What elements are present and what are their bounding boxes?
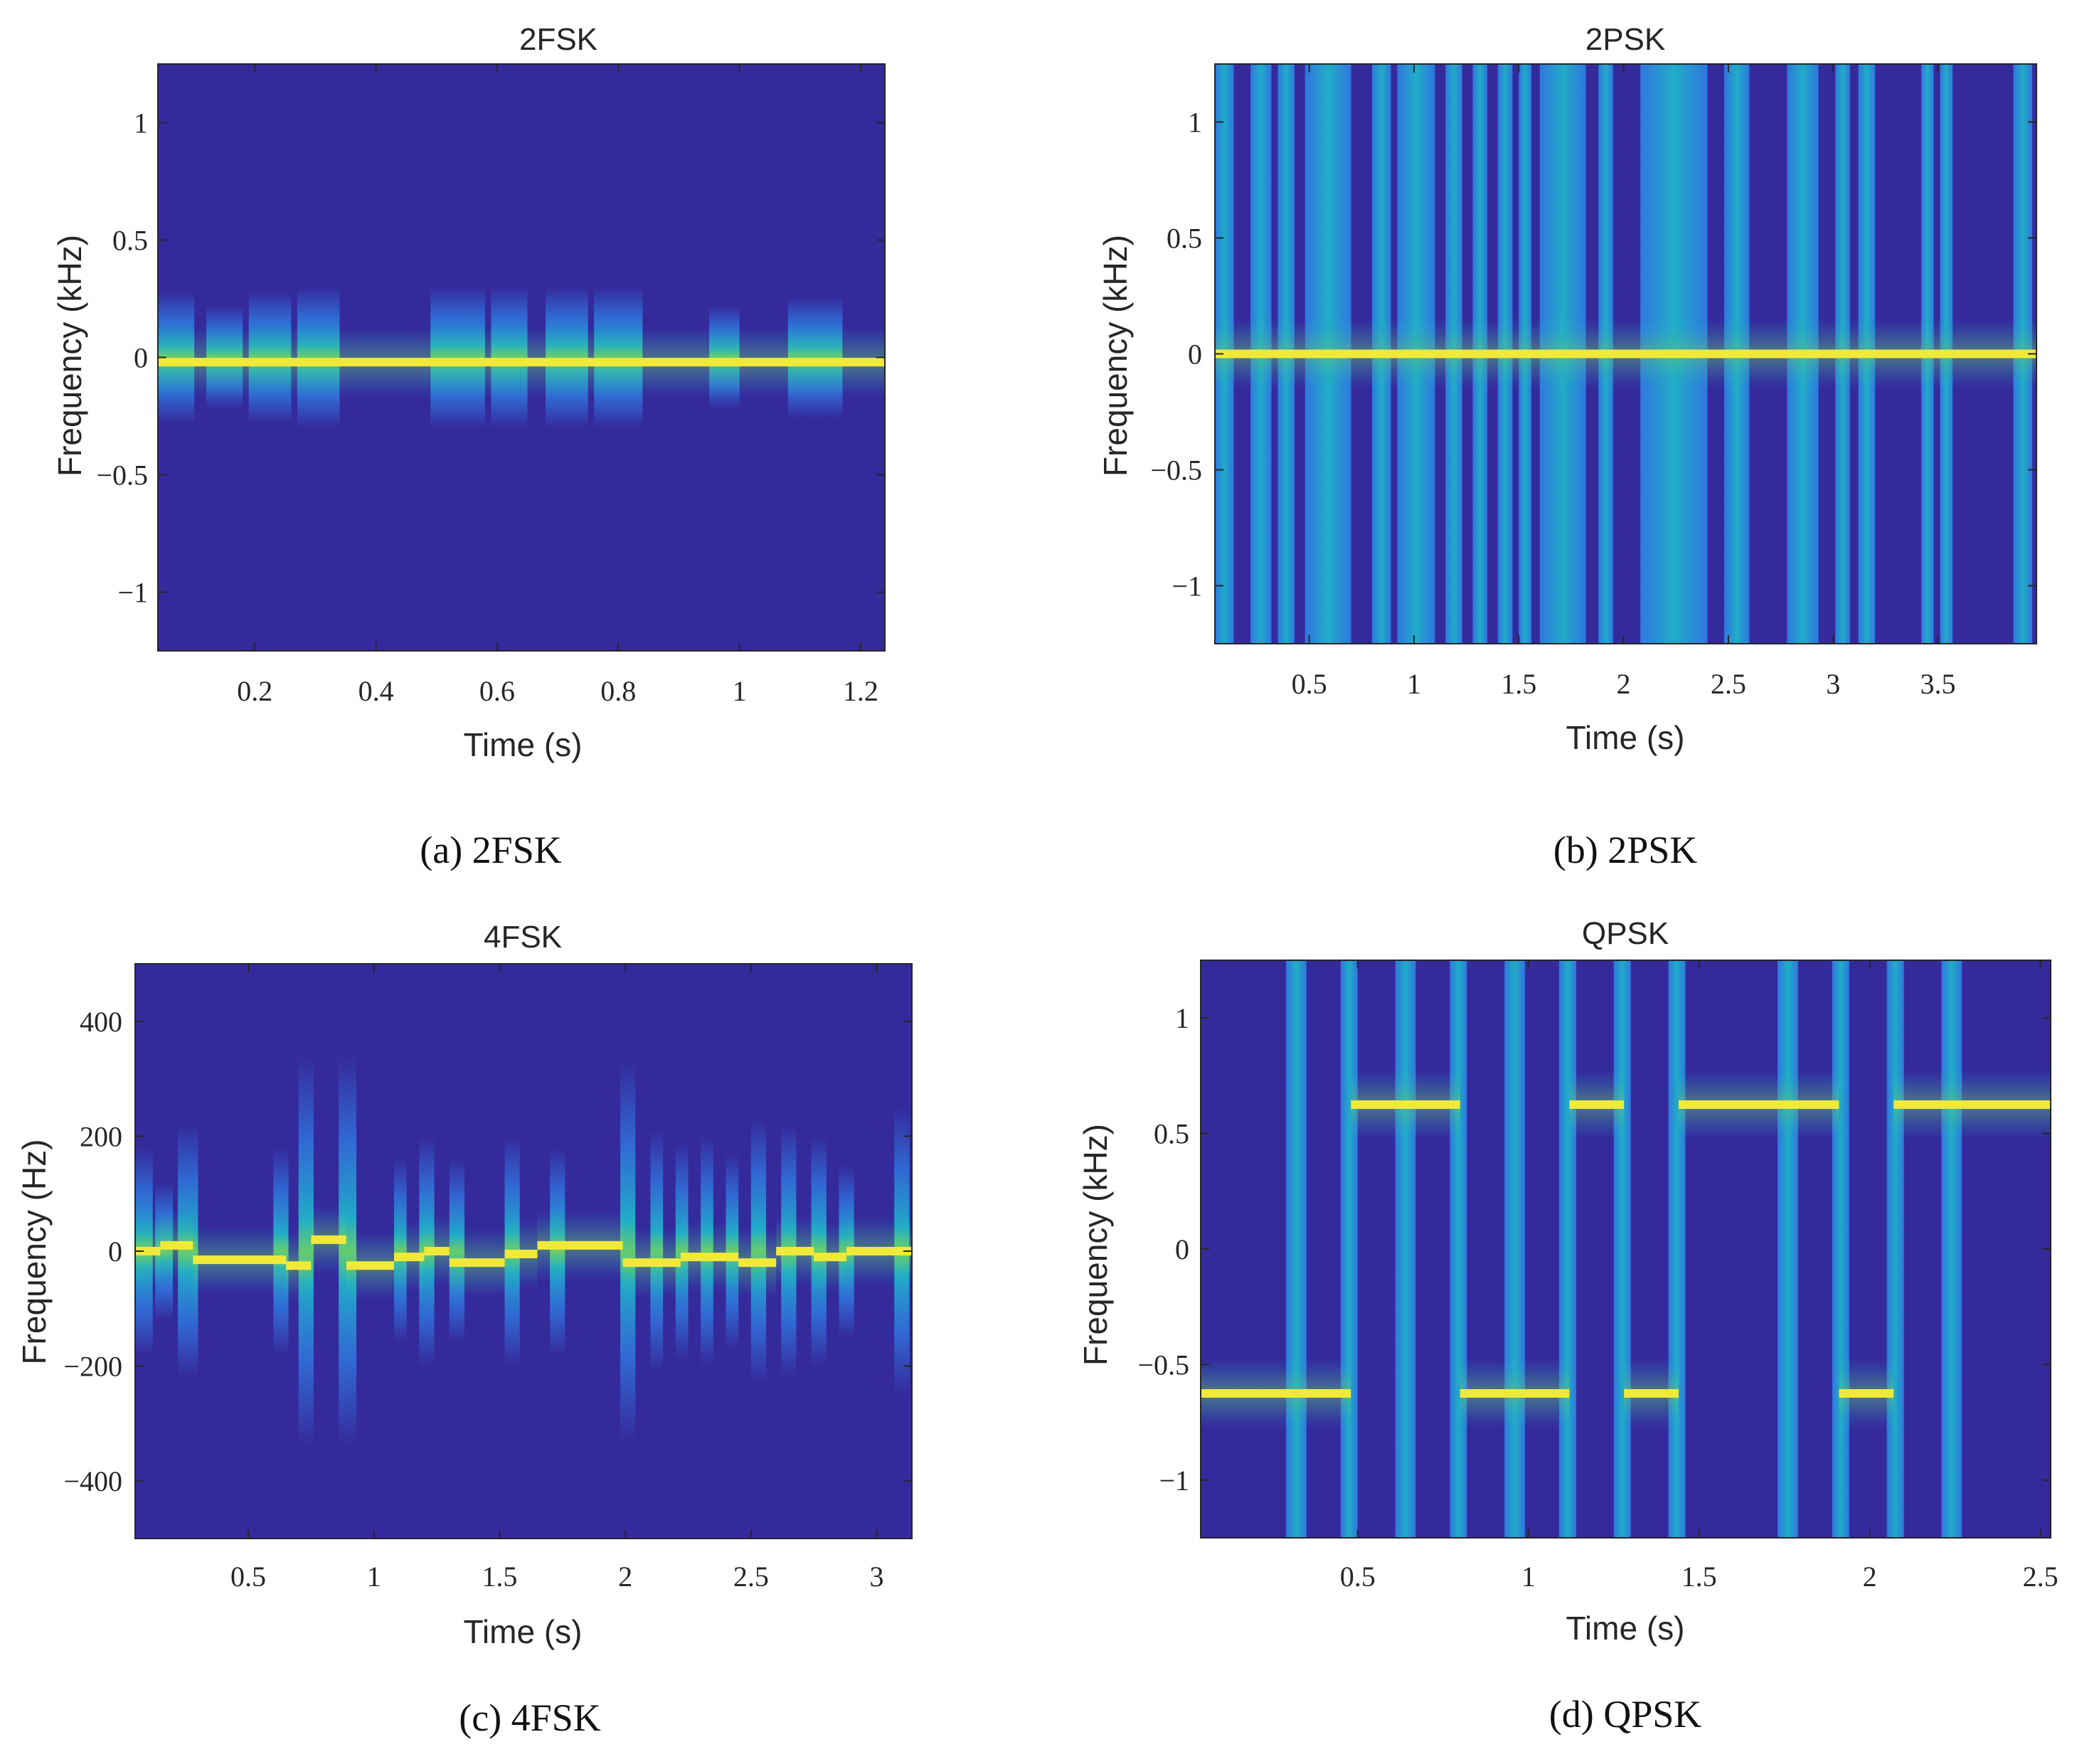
chart-title: 2FSK — [519, 22, 597, 57]
x-tick-label: 1.2 — [843, 675, 878, 707]
y-tick-label: 0.5 — [112, 225, 148, 257]
y-tick-label: −0.5 — [96, 459, 148, 492]
panel-b: 0.5 1 1.5 2 2.5 3 3.5 1 0.5 0 −0.5 −1 2PSK Time (s) Fr… — [1097, 22, 2037, 871]
y-tick-label: 0.5 — [1167, 223, 1202, 255]
x-axis-label: Time (s) — [1566, 1610, 1685, 1647]
y-tick-label: 200 — [80, 1120, 122, 1152]
x-tick-label: 1.5 — [1501, 668, 1536, 700]
x-tick-label: 2.5 — [2023, 1561, 2059, 1593]
energy-band — [1886, 960, 1904, 1538]
energy-band — [1395, 960, 1416, 1538]
chart-title: 2PSK — [1585, 22, 1666, 57]
y-axis-label: Frequency (kHz) — [1097, 235, 1134, 477]
x-tick-label: 0.8 — [600, 675, 636, 707]
y-tick-label: 0 — [134, 342, 148, 374]
x-tick-label: 0.5 — [1292, 668, 1327, 700]
y-tick-label: −1 — [1159, 1465, 1189, 1497]
energy-band — [1450, 960, 1467, 1538]
y-axis-label: Frequency (Hz) — [16, 1139, 53, 1365]
y-tick-label: −0.5 — [1137, 1349, 1189, 1381]
y-tick-label: 0 — [108, 1236, 122, 1268]
y-axis-label: Frequency (kHz) — [1077, 1124, 1114, 1366]
y-tick-label: 1 — [1175, 1002, 1189, 1034]
subfigure-caption: (c) 4FSK — [459, 1696, 601, 1739]
y-tick-label: 400 — [80, 1006, 122, 1038]
subfigure-caption: (a) 2FSK — [420, 829, 562, 871]
x-tick-label: 2.5 — [733, 1561, 769, 1593]
x-tick-label: 1 — [1521, 1561, 1536, 1593]
energy-band — [1285, 960, 1307, 1538]
plot-area — [135, 1056, 912, 1447]
y-tick-label: −1 — [117, 577, 148, 609]
subfigure-caption: (d) QPSK — [1549, 1693, 1702, 1736]
x-tick-label: 0.5 — [230, 1561, 266, 1593]
x-axis-label: Time (s) — [464, 726, 583, 763]
x-tick-label: 1.5 — [482, 1561, 517, 1593]
plot-area — [1215, 64, 2036, 644]
y-tick-label: −200 — [63, 1351, 122, 1383]
y-tick-label: 1 — [134, 107, 148, 139]
panel-d: 0.5 1 1.5 2 2.5 1 0.5 0 −0.5 −1 QPSK Time (s) Freque… — [1077, 916, 2059, 1736]
plot-area — [158, 287, 885, 428]
x-axis-label: Time (s) — [464, 1613, 583, 1650]
x-tick-label: 0.5 — [1340, 1561, 1376, 1593]
energy-band — [1504, 960, 1525, 1538]
y-axis-label: Frequency (kHz) — [51, 235, 88, 477]
x-tick-label: 1.5 — [1682, 1561, 1717, 1593]
chart-title: QPSK — [1582, 916, 1669, 951]
x-tick-label: 1 — [1407, 668, 1421, 700]
subfigure-caption: (b) 2PSK — [1553, 829, 1698, 871]
y-tick-label: −1 — [1172, 570, 1202, 602]
x-tick-label: 3 — [1826, 668, 1840, 700]
y-tick-label: 1 — [1188, 107, 1202, 139]
x-tick-label: 3.5 — [1921, 668, 1956, 700]
y-tick-label: 0 — [1175, 1233, 1189, 1265]
x-tick-label: 0.2 — [237, 675, 272, 707]
x-axis-label: Time (s) — [1566, 719, 1685, 756]
x-tick-label: 1 — [733, 675, 747, 707]
x-tick-label: 2 — [1863, 1561, 1877, 1593]
x-tick-label: 0.6 — [479, 675, 515, 707]
energy-band — [1832, 960, 1849, 1538]
energy-band — [1613, 960, 1631, 1538]
x-tick-label: 2 — [1617, 668, 1631, 700]
panel-a: 0.2 0.4 0.6 0.8 1 1.2 1 0.5 0 −0.5 −1 2FSK Time (s) F… — [51, 22, 886, 871]
energy-band — [1558, 960, 1576, 1538]
y-tick-label: −400 — [63, 1465, 122, 1497]
y-tick-label: 0 — [1188, 339, 1202, 371]
x-tick-label: 2.5 — [1711, 668, 1746, 700]
energy-band — [1340, 960, 1358, 1538]
x-tick-label: 1 — [367, 1561, 381, 1593]
plot-area — [1201, 960, 2051, 1538]
energy-band — [1778, 960, 1798, 1538]
energy-band — [1668, 960, 1686, 1538]
y-tick-label: −0.5 — [1150, 455, 1202, 487]
energy-band — [1941, 960, 1962, 1538]
x-tick-label: 0.4 — [358, 675, 394, 707]
x-tick-label: 2 — [618, 1561, 632, 1593]
panel-c: 0.5 1 1.5 2 2.5 3 400 200 0 −200 −400 4FSK Time (s) F… — [16, 920, 913, 1739]
y-tick-label: 0.5 — [1154, 1118, 1189, 1150]
x-tick-label: 3 — [870, 1561, 884, 1593]
chart-title: 4FSK — [484, 920, 562, 955]
